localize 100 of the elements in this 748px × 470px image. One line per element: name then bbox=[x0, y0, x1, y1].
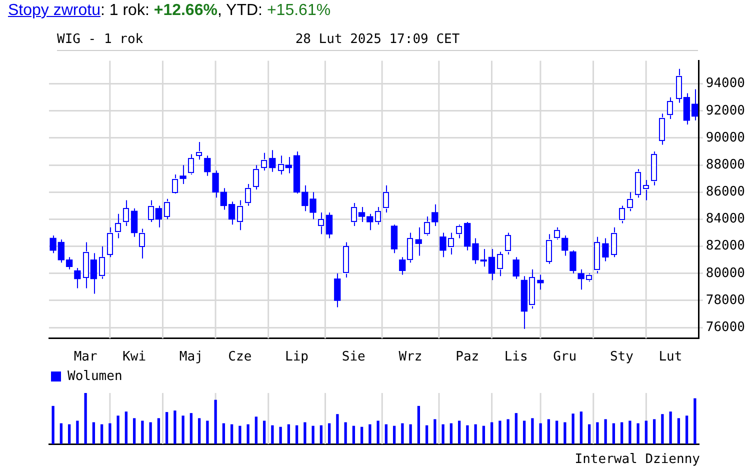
bar bbox=[262, 420, 266, 444]
candlestick bbox=[658, 113, 666, 146]
candlestick bbox=[180, 164, 186, 185]
bar bbox=[84, 393, 87, 444]
x-tick-label: Sie bbox=[342, 350, 366, 365]
bar bbox=[376, 420, 380, 444]
bar bbox=[564, 422, 566, 444]
bar bbox=[694, 398, 696, 444]
bar bbox=[238, 426, 242, 444]
candlestick bbox=[390, 224, 398, 254]
candlestick bbox=[342, 242, 349, 278]
bar bbox=[206, 420, 209, 444]
y-tick-label: 82000 bbox=[706, 238, 746, 254]
bar bbox=[328, 423, 331, 444]
candlestick bbox=[196, 142, 203, 160]
bar bbox=[52, 406, 54, 444]
y-tick-label: 90000 bbox=[706, 130, 746, 146]
bar bbox=[401, 423, 404, 444]
bar bbox=[522, 420, 526, 444]
candlestick bbox=[130, 208, 138, 238]
legend-label: Wolumen bbox=[68, 368, 122, 384]
candlestick bbox=[252, 164, 260, 190]
bar bbox=[344, 422, 347, 444]
bar bbox=[60, 423, 63, 444]
bar bbox=[190, 413, 193, 444]
candlestick bbox=[504, 232, 512, 255]
bar bbox=[182, 416, 184, 444]
bar bbox=[116, 416, 120, 444]
bar bbox=[490, 422, 494, 444]
candlestick bbox=[650, 151, 658, 186]
y-tick-label: 86000 bbox=[706, 184, 746, 200]
bar bbox=[312, 426, 314, 444]
y-tick-label: 80000 bbox=[706, 266, 746, 281]
bar bbox=[124, 412, 128, 444]
bar bbox=[271, 425, 274, 444]
x-tick-label: Mar bbox=[74, 350, 98, 365]
bar bbox=[279, 426, 282, 444]
x-tick-label: Cze bbox=[228, 350, 252, 365]
bar bbox=[222, 423, 226, 444]
bar bbox=[320, 425, 323, 444]
candlestick bbox=[382, 184, 390, 213]
bar bbox=[450, 423, 453, 444]
bar bbox=[442, 424, 444, 444]
x-tick-label: Lip bbox=[285, 350, 309, 365]
bar bbox=[230, 424, 234, 444]
bar bbox=[669, 412, 672, 444]
bar bbox=[409, 424, 412, 444]
bar bbox=[644, 420, 648, 444]
bar bbox=[555, 420, 558, 444]
bar bbox=[246, 424, 250, 444]
bar bbox=[596, 422, 599, 444]
bar bbox=[92, 422, 96, 444]
bar bbox=[434, 419, 436, 444]
bar bbox=[295, 425, 298, 444]
candlestick bbox=[74, 267, 81, 289]
bar bbox=[661, 414, 664, 444]
bar bbox=[482, 426, 486, 444]
x-tick-label: Kwi bbox=[122, 350, 146, 365]
bar bbox=[531, 418, 534, 444]
bar bbox=[498, 420, 502, 444]
bar bbox=[392, 426, 396, 444]
candlestick bbox=[512, 256, 520, 280]
bar bbox=[368, 424, 372, 444]
bar bbox=[157, 418, 160, 444]
candlestick bbox=[334, 272, 341, 308]
bar bbox=[514, 413, 518, 444]
bar bbox=[165, 412, 168, 444]
bar bbox=[588, 424, 591, 444]
bar bbox=[76, 420, 79, 444]
candlestick bbox=[545, 234, 552, 264]
candlestick bbox=[667, 96, 674, 120]
chart-subtitle: WIG - 1 rok bbox=[57, 32, 144, 47]
bar bbox=[132, 418, 136, 444]
bar bbox=[474, 424, 477, 444]
bar bbox=[572, 414, 574, 444]
bar bbox=[539, 423, 542, 444]
bar bbox=[506, 419, 510, 444]
y-tick-label: 84000 bbox=[706, 212, 746, 227]
bar bbox=[141, 420, 144, 444]
x-tick-label: Sty bbox=[610, 350, 634, 365]
bar bbox=[214, 400, 217, 444]
bar bbox=[685, 416, 688, 444]
bar bbox=[417, 406, 420, 444]
bar bbox=[149, 422, 152, 444]
bar bbox=[108, 423, 112, 444]
bar bbox=[304, 422, 306, 444]
candlestick bbox=[537, 274, 544, 290]
bar bbox=[466, 425, 469, 444]
bar bbox=[198, 418, 201, 444]
y-tick-label: 94000 bbox=[706, 76, 746, 92]
x-tick-label: Maj bbox=[179, 350, 203, 365]
candlestick bbox=[244, 184, 252, 206]
x-tick-label: Gru bbox=[553, 350, 577, 365]
candlestick bbox=[269, 150, 276, 172]
bar bbox=[352, 426, 356, 444]
bar bbox=[287, 424, 290, 444]
bar bbox=[174, 410, 176, 444]
x-tick-label: Paz bbox=[456, 350, 480, 365]
bar bbox=[336, 414, 339, 444]
bar bbox=[628, 420, 632, 444]
